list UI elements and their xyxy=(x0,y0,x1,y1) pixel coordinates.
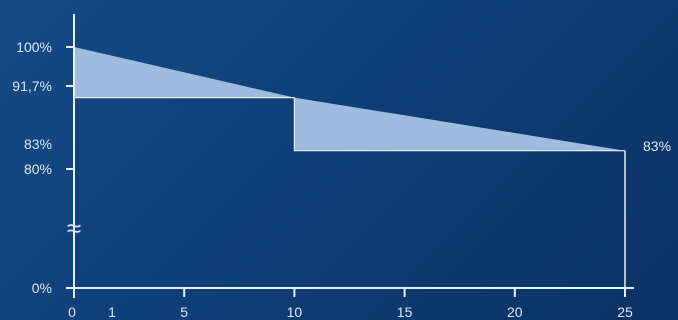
x-tick-label: 20 xyxy=(507,304,523,320)
axes xyxy=(66,14,634,298)
shaded-region-1 xyxy=(74,47,295,98)
x-ticks: 0 1 5 10 15 20 25 xyxy=(68,288,633,320)
x-tick-label: 5 xyxy=(180,304,188,320)
y-tick-label: 100% xyxy=(16,39,52,55)
shaded-region-2 xyxy=(294,97,625,151)
y-tick-label: 0% xyxy=(32,280,52,296)
x-tick-label: 15 xyxy=(397,304,413,320)
x-tick-label: 0 xyxy=(68,304,76,320)
y-tick-label: 83% xyxy=(24,136,52,152)
x-tick-label: 25 xyxy=(617,304,633,320)
end-value-label: 83% xyxy=(643,138,671,154)
y-tick-label: 80% xyxy=(24,161,52,177)
x-tick-label: 1 xyxy=(108,304,116,320)
shaded-regions xyxy=(74,47,625,151)
axis-break-icon: ≈ xyxy=(67,213,81,243)
guarantee-step-line xyxy=(74,97,625,152)
y-tick-label: 91,7% xyxy=(12,78,52,94)
chart-lines xyxy=(74,97,626,288)
x-tick-label: 10 xyxy=(287,304,303,320)
y-ticks: 0% 80% 83% 91,7% 100% xyxy=(12,39,74,296)
